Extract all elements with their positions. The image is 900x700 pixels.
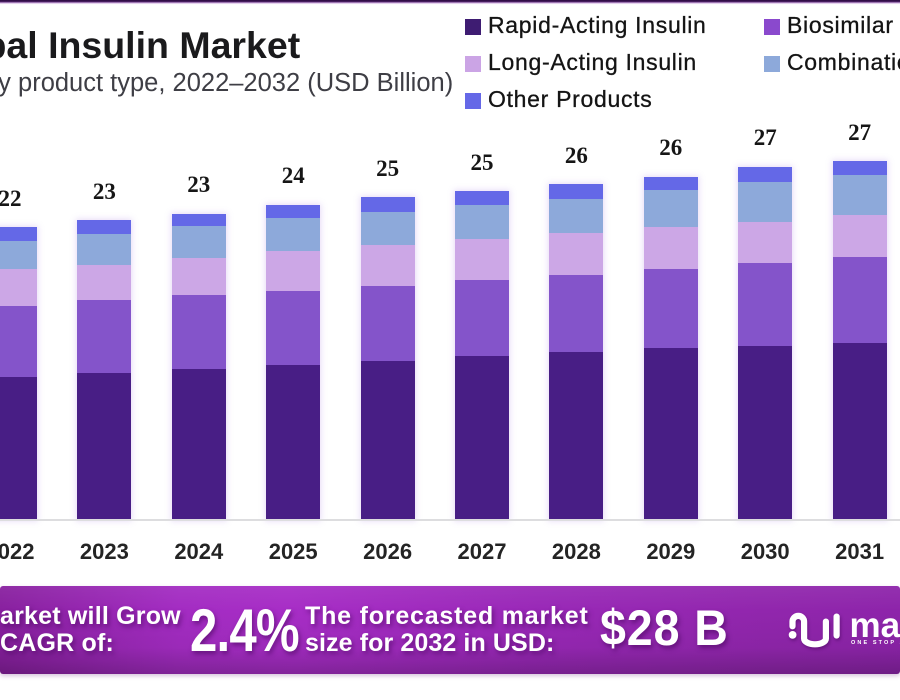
svg-text:ONE STOP S: ONE STOP S (851, 640, 900, 646)
svg-text:mar: mar (850, 608, 900, 645)
